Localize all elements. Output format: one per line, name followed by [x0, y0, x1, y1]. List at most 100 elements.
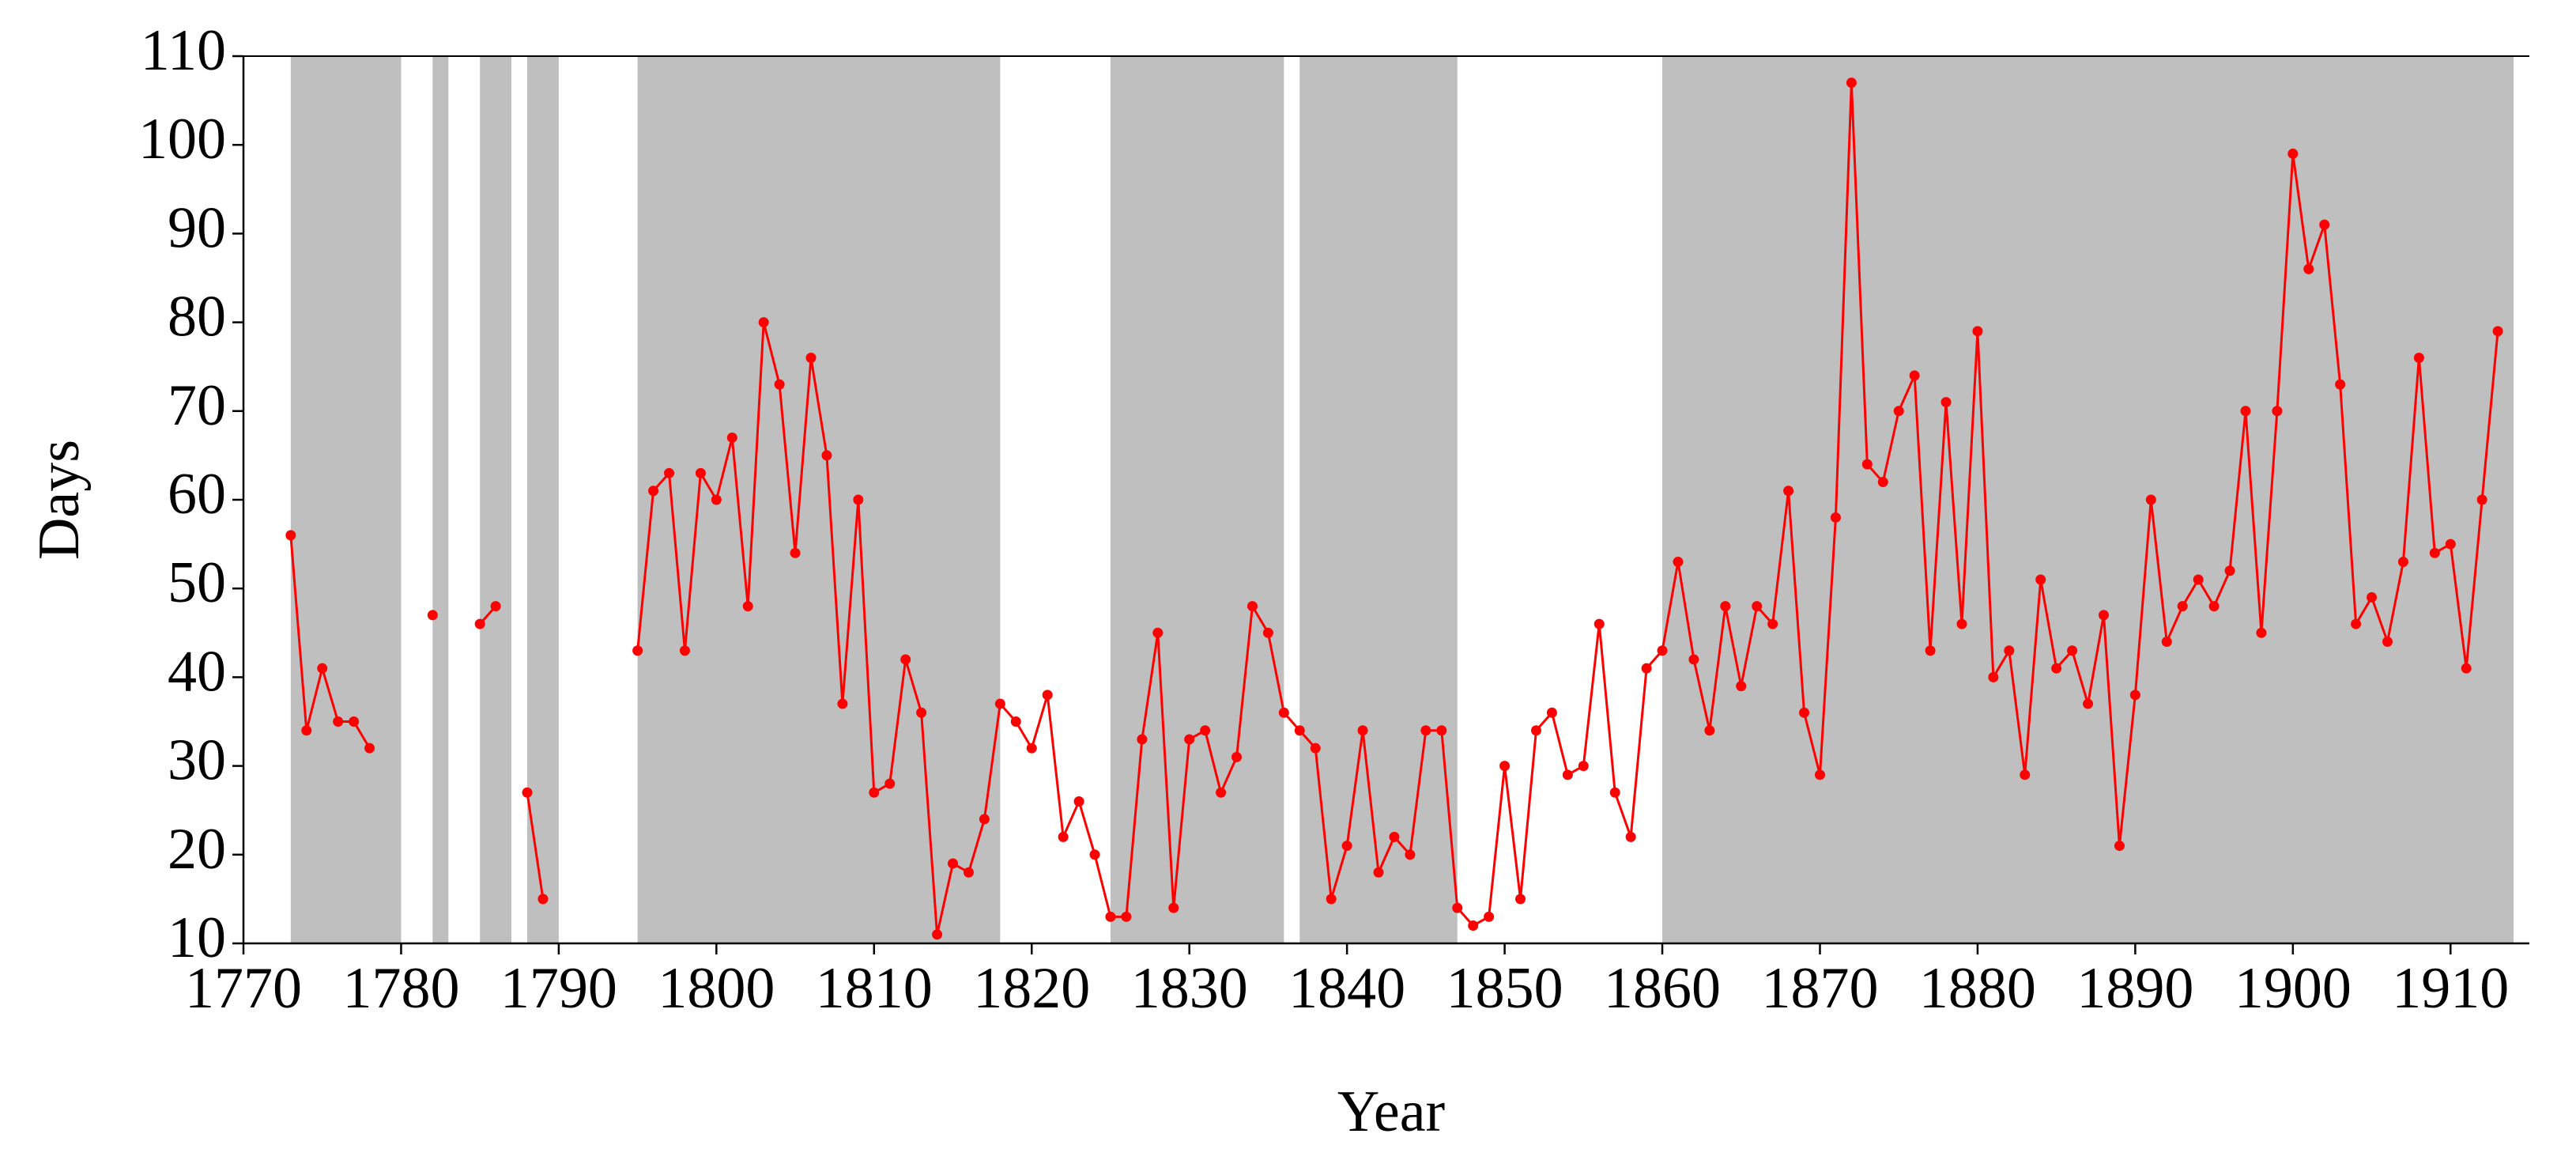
data-point: [2161, 637, 2172, 648]
data-point: [1341, 841, 1352, 852]
data-point: [2067, 645, 2078, 656]
x-tick-label: 1810: [816, 956, 933, 1021]
y-tick-label: 40: [168, 639, 226, 704]
data-point: [537, 894, 549, 905]
shaded-period: [637, 56, 1001, 943]
data-point: [884, 778, 896, 789]
data-point: [301, 725, 312, 736]
data-point: [1137, 734, 1148, 745]
x-tick-label: 1850: [1446, 956, 1563, 1021]
x-tick-label: 1890: [2076, 956, 2193, 1021]
x-tick-label: 1800: [658, 956, 775, 1021]
data-point: [632, 645, 643, 656]
data-point: [1121, 911, 1132, 922]
data-point: [1452, 902, 1463, 913]
y-tick-label: 10: [168, 905, 226, 970]
data-point: [695, 467, 706, 478]
x-tick-label: 1910: [2392, 956, 2509, 1021]
data-point: [805, 352, 817, 363]
data-point: [1578, 761, 1589, 772]
data-point: [2351, 618, 2362, 629]
data-point: [490, 601, 501, 612]
data-point: [2177, 601, 2188, 612]
shaded-period: [527, 56, 559, 943]
x-tick-label: 1790: [500, 956, 617, 1021]
data-point: [1152, 627, 1164, 638]
data-point: [1893, 406, 1904, 417]
data-point: [1940, 397, 1952, 408]
data-point: [1420, 725, 1431, 736]
x-tick-label: 1870: [1761, 956, 1878, 1021]
data-point: [648, 486, 659, 497]
data-point: [1530, 725, 1541, 736]
shaded-period: [432, 56, 449, 943]
data-point: [1704, 725, 1715, 736]
data-point: [1058, 831, 1069, 842]
data-point: [2461, 663, 2472, 674]
shaded-period: [290, 56, 402, 943]
data-point: [1184, 734, 1195, 745]
y-tick-label: 70: [168, 373, 226, 438]
data-point: [1972, 326, 1983, 337]
data-point: [2145, 494, 2156, 505]
x-tick-label: 1880: [1919, 956, 2036, 1021]
data-point: [726, 432, 737, 443]
data-point: [1956, 618, 1967, 629]
y-tick-label: 80: [168, 285, 226, 350]
data-point: [349, 716, 360, 727]
x-axis-label: Year: [1337, 1079, 1445, 1144]
x-tick-label: 1860: [1604, 956, 1721, 1021]
data-point: [1641, 663, 1652, 674]
y-tick-label: 90: [168, 195, 226, 260]
x-tick-label: 1780: [342, 956, 459, 1021]
data-point: [1499, 761, 1511, 772]
x-tick-label: 1830: [1131, 956, 1248, 1021]
data-point: [1373, 867, 1384, 878]
y-tick-label: 60: [168, 462, 226, 527]
data-line: [289, 81, 2499, 936]
data-point: [1799, 707, 1810, 718]
data-point: [1105, 911, 1116, 922]
data-point: [1609, 787, 1620, 798]
data-point: [1720, 601, 1731, 612]
data-point: [821, 450, 832, 461]
data-point: [1877, 477, 1888, 488]
data-point: [2240, 406, 2251, 417]
data-point: [1294, 725, 1305, 736]
data-point: [1405, 849, 1416, 860]
shaded-period: [480, 56, 512, 943]
data-point: [1783, 486, 1794, 497]
data-point: [932, 929, 943, 940]
data-point: [2193, 574, 2204, 585]
data-point: [1988, 671, 1999, 682]
data-point: [2272, 406, 2283, 417]
data-point: [1026, 743, 1037, 754]
data-point: [427, 610, 438, 621]
shaded-period: [1110, 56, 1284, 943]
data-point: [1909, 370, 1920, 381]
data-point: [2303, 263, 2314, 274]
data-point: [900, 654, 911, 665]
data-point: [2098, 610, 2109, 621]
data-point: [963, 867, 974, 878]
data-point: [948, 858, 959, 869]
data-point: [2335, 379, 2346, 390]
data-point: [2051, 663, 2062, 674]
x-tick-label: 1820: [973, 956, 1090, 1021]
data-point: [1216, 787, 1227, 798]
data-point: [2445, 539, 2456, 550]
data-point: [2083, 698, 2094, 709]
data-point: [2429, 547, 2440, 558]
data-point: [742, 601, 753, 612]
data-point: [1073, 796, 1084, 807]
data-point: [1042, 690, 1053, 701]
data-point: [2413, 352, 2424, 363]
data-point: [1278, 707, 1289, 718]
data-point: [1767, 618, 1778, 629]
data-point: [2224, 565, 2235, 576]
data-point: [317, 663, 328, 674]
data-point: [2476, 494, 2487, 505]
y-tick-label: 100: [138, 107, 226, 172]
